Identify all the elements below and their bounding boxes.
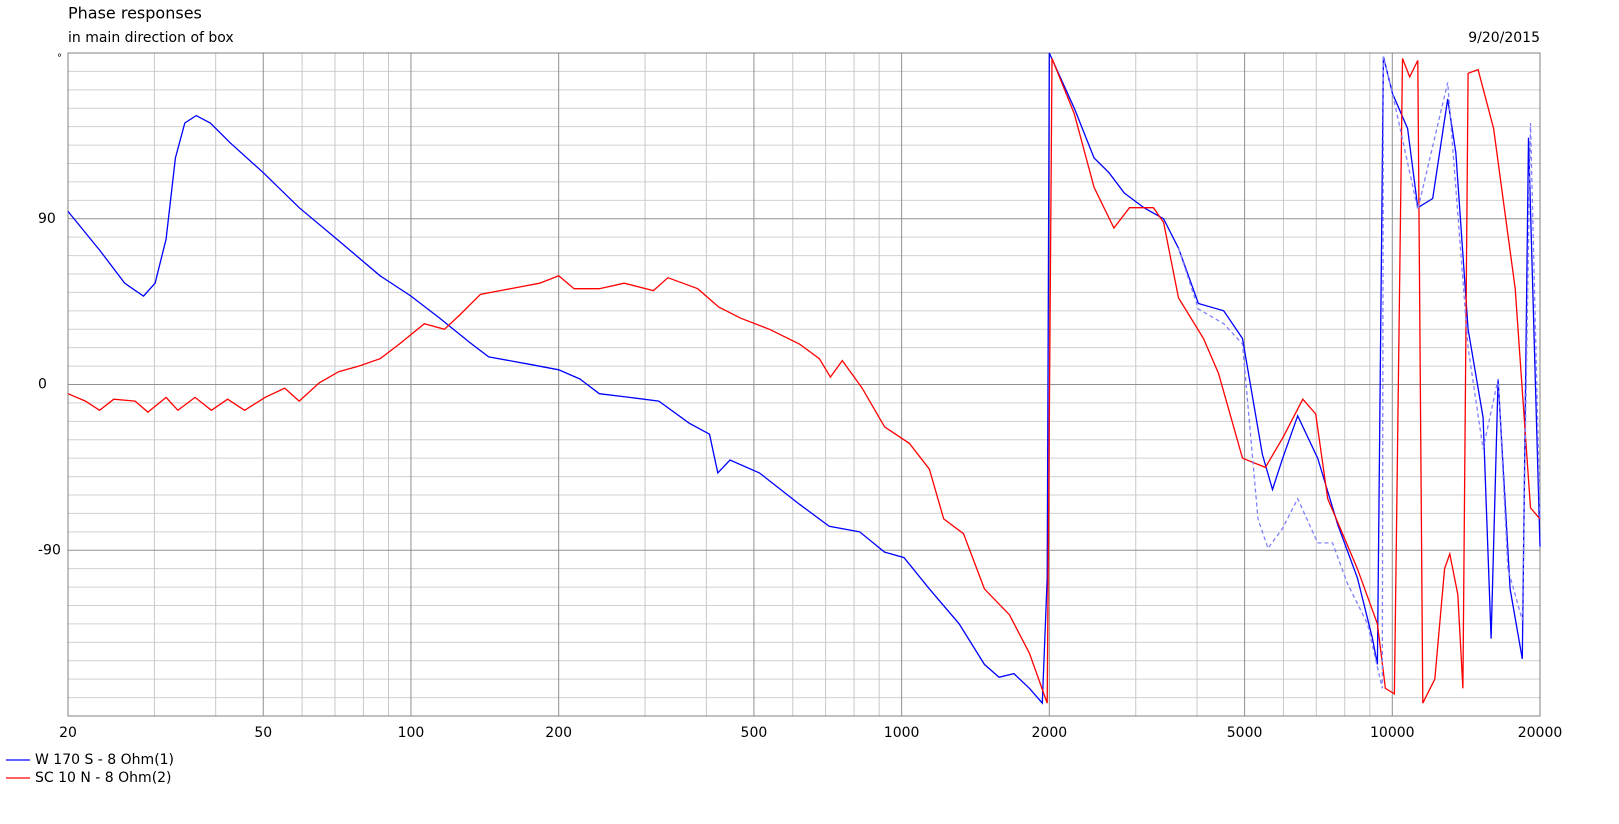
- series-line: [67, 58, 1541, 704]
- x-tick-label: 500: [741, 725, 768, 741]
- x-tick-label: 20000: [1518, 725, 1563, 741]
- plot-frame: [67, 52, 1541, 717]
- y-tick-label: 0: [38, 377, 47, 393]
- date: 9/20/2015: [1468, 30, 1540, 46]
- chart-subtitle: in main direction of box: [68, 30, 234, 46]
- y-tick-label: -90: [38, 542, 61, 558]
- chart-title: Phase responses: [68, 4, 202, 23]
- y-tick-label: 90: [38, 211, 56, 227]
- legend-label: W 170 S - 8 Ohm(1): [35, 752, 174, 768]
- x-tick-label: 100: [398, 725, 425, 741]
- x-tick-label: 2000: [1032, 725, 1068, 741]
- x-tick-label: 1000: [884, 725, 920, 741]
- series-line: [1177, 56, 1541, 689]
- y-unit: °: [57, 53, 62, 64]
- x-tick-label: 10000: [1370, 725, 1415, 741]
- x-tick-label: 5000: [1227, 725, 1263, 741]
- series-line: [67, 52, 1541, 705]
- legend-label: SC 10 N - 8 Ohm(2): [35, 770, 172, 786]
- x-tick-label: 200: [545, 725, 572, 741]
- x-tick-label: 20: [59, 725, 77, 741]
- x-tick-label: 50: [254, 725, 272, 741]
